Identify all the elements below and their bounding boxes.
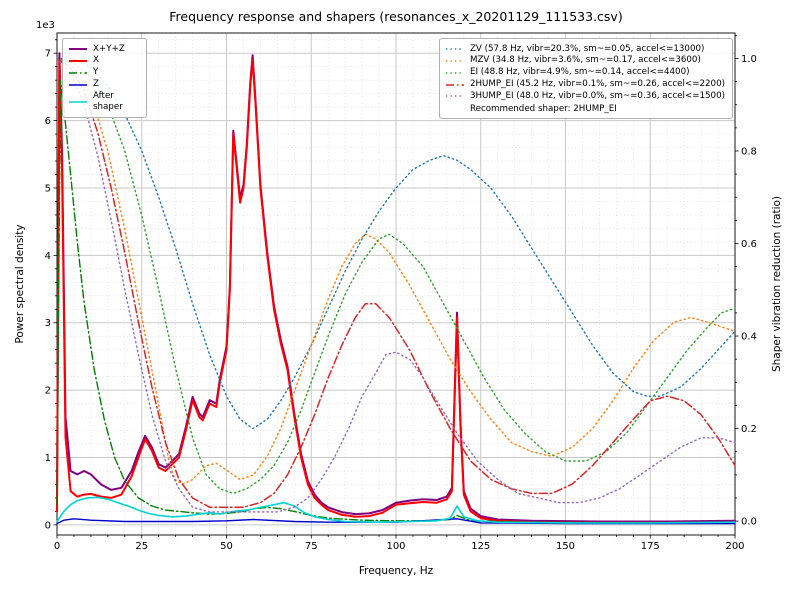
legend-shapers: ZV (57.8 Hz, vibr=20.3%, sm~=0.05, accel…	[438, 38, 733, 120]
y-left-tick-label: 0	[45, 520, 51, 531]
chart-title: Frequency response and shapers (resonanc…	[169, 9, 623, 24]
x-tick-label: 100	[386, 541, 405, 552]
axis-ticks	[53, 34, 739, 539]
legend-item-label: MZV (34.8 Hz, vibr=3.6%, sm~=0.17, accel…	[469, 55, 701, 66]
legend-item: EI (48.8 Hz, vibr=4.9%, sm~=0.14, accel<…	[445, 67, 725, 77]
legend-item: After shaper	[68, 91, 139, 112]
legend-item: MZV (34.8 Hz, vibr=3.6%, sm~=0.17, accel…	[445, 55, 725, 65]
series-line	[56, 57, 736, 430]
series-line	[56, 57, 736, 485]
legend-item: X+Y+Z	[68, 44, 139, 54]
legend-item: Z	[68, 79, 139, 89]
y-right-tick-label: 0.4	[741, 332, 757, 343]
series-line	[56, 496, 736, 524]
legend-line-sample	[69, 47, 87, 50]
legend-item-label: ZV (57.8 Hz, vibr=20.3%, sm~=0.05, accel…	[469, 43, 705, 54]
legend-line-sample	[69, 100, 87, 103]
series-line	[56, 518, 736, 525]
recommended-shaper-note: Recommended shaper: 2HUMP_EI	[469, 103, 617, 114]
y-left-tick-label: 3	[45, 318, 51, 329]
x-tick-label: 25	[135, 541, 148, 552]
y-right-tick-label: 0.0	[741, 517, 757, 528]
y-right-tick-label: 0.6	[741, 239, 757, 250]
y-left-tick-label: 4	[45, 251, 51, 262]
legend-line-sample	[445, 71, 464, 74]
legend-item-label: X	[93, 55, 99, 66]
legend-line-sample	[69, 83, 87, 86]
x-axis-label: Frequency, Hz	[358, 565, 434, 577]
legend-item: ZV (57.8 Hz, vibr=20.3%, sm~=0.05, accel…	[445, 44, 725, 54]
y-left-tick-label: 1	[45, 453, 51, 464]
y-axis-label-left: Power spectral density	[14, 224, 26, 344]
legend-item-label: EI (48.8 Hz, vibr=4.9%, sm~=0.14, accel<…	[469, 67, 690, 78]
x-tick-label: 50	[220, 541, 233, 552]
series-line	[56, 59, 736, 524]
legend-item: 2HUMP_EI (45.2 Hz, vibr=0.1%, sm~=0.26, …	[445, 79, 725, 89]
y-right-tick-label: 1.0	[741, 54, 757, 65]
left-axis-offset-text: 1e3	[36, 20, 55, 31]
legend-line-sample	[445, 48, 464, 50]
series-line	[56, 57, 736, 508]
series-line	[56, 57, 736, 513]
minor-grid	[57, 33, 735, 535]
y-left-tick-label: 2	[45, 386, 51, 397]
y-left-tick-label: 6	[45, 116, 51, 127]
tick-labels: 0 25 50 75 100 125 150 175 200 0 1 2 3 4 5 6 7 0.0 0.2 0.4 0…	[45, 49, 757, 552]
y-right-tick-label: 0.8	[741, 146, 757, 157]
legend-item: 3HUMP_EI (48.0 Hz, vibr=0.0%, sm~=0.36, …	[445, 91, 725, 101]
legend-line-sample	[445, 83, 464, 86]
legend-psd: X+Y+Z X Y Z After shaper	[62, 38, 147, 118]
legend-item: X	[68, 55, 139, 65]
x-tick-label: 200	[725, 541, 744, 552]
legend-item-label: Y	[93, 67, 99, 78]
legend-item-label: 3HUMP_EI (48.0 Hz, vibr=0.0%, sm~=0.36, …	[469, 91, 725, 102]
legend-line-sample	[445, 59, 464, 62]
x-tick-label: 125	[471, 541, 490, 552]
y-left-tick-label: 7	[45, 49, 51, 60]
y-axis-label-right: Shaper vibration reduction (ratio)	[771, 195, 783, 373]
y-right-tick-label: 0.2	[741, 424, 757, 435]
legend-item: Y	[68, 67, 139, 77]
legend-item-label: Z	[93, 79, 99, 90]
series-line	[56, 57, 736, 495]
legend-line-sample	[69, 59, 87, 62]
x-tick-label: 150	[556, 541, 575, 552]
legend-line-sample	[69, 71, 87, 74]
legend-item-label: X+Y+Z	[93, 43, 125, 54]
x-tick-label: 0	[54, 541, 60, 552]
y-left-tick-label: 5	[45, 183, 51, 194]
legend-line-sample	[445, 95, 464, 98]
legend-item-label: After shaper	[93, 91, 123, 112]
legend-item-label: 2HUMP_EI (45.2 Hz, vibr=0.1%, sm~=0.26, …	[469, 79, 725, 90]
x-tick-label: 75	[305, 541, 318, 552]
x-tick-label: 175	[641, 541, 660, 552]
